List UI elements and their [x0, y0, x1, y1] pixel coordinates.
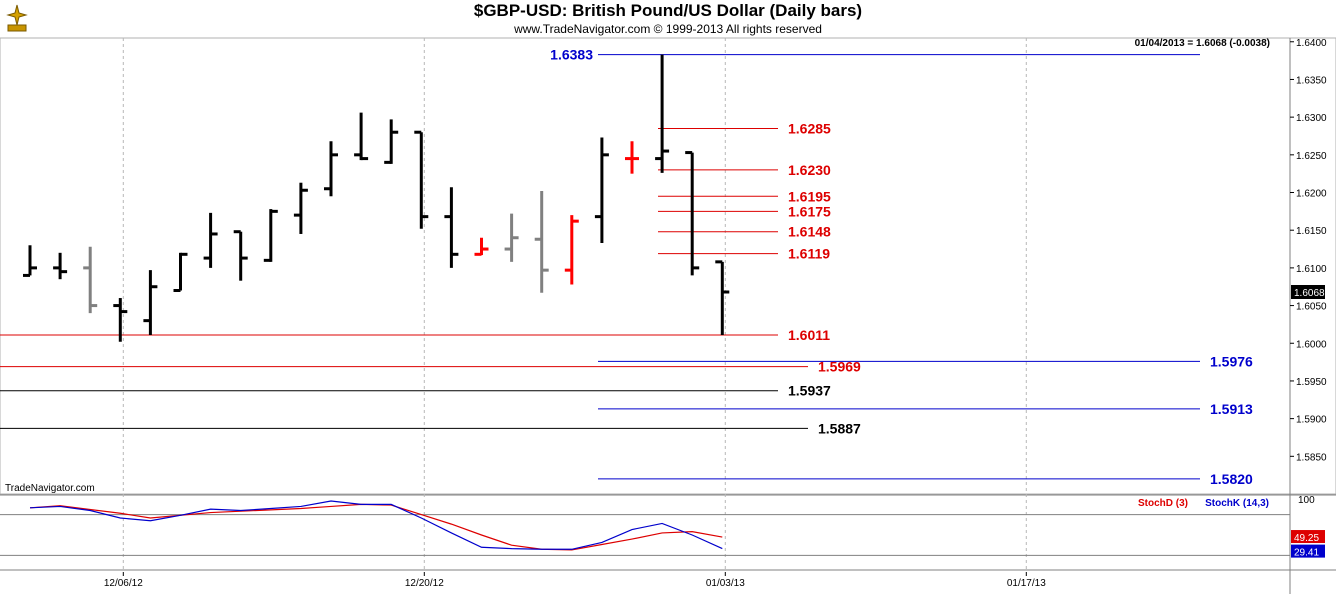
price-tick-label: 1.6050 — [1296, 302, 1327, 313]
stochd-line — [29, 503, 723, 551]
ohlc-bar — [384, 119, 399, 164]
ohlc-bar — [534, 191, 549, 293]
ohlc-bar — [203, 212, 218, 268]
ohlc-bar — [324, 141, 338, 197]
level-label: 1.5913 — [1210, 401, 1253, 417]
last-price-marker — [1291, 285, 1325, 300]
ohlc-bar — [233, 230, 248, 281]
ohlc-bar — [113, 298, 128, 342]
stochk-marker — [1291, 544, 1325, 558]
level-label: 1.6011 — [788, 327, 830, 343]
ohlc-bar — [625, 141, 639, 174]
stoch-top-label: 100 — [1298, 495, 1315, 506]
ohlc-bar — [564, 215, 579, 285]
ohlc-bar — [444, 187, 459, 268]
ohlc-bar — [655, 54, 670, 173]
price-tick-label: 1.6350 — [1296, 75, 1327, 86]
ohlc-bar — [293, 182, 308, 234]
ohlc-bar — [23, 245, 37, 277]
level-label: 1.6119 — [788, 246, 830, 262]
stochk-legend: StochK (14,3) — [1205, 498, 1269, 509]
date-tick-label: 12/20/12 — [405, 578, 444, 589]
ohlc-bar — [83, 246, 98, 314]
price-tick-label: 1.6100 — [1296, 264, 1327, 275]
ohlc-bar — [143, 270, 158, 335]
ohlc-bar — [173, 252, 188, 292]
price-tick-label: 1.6400 — [1296, 38, 1327, 49]
ohlc-bar — [354, 112, 369, 161]
level-label: 1.5820 — [1210, 471, 1253, 487]
level-label: 1.6148 — [788, 224, 831, 240]
chart-title: $GBP-USD: British Pound/US Dollar (Daily… — [473, 1, 863, 20]
stochd-legend: StochD (3) — [1138, 498, 1188, 509]
level-label: 1.6175 — [788, 203, 831, 219]
trade-navigator-logo-icon — [6, 4, 28, 32]
level-label: 1.5937 — [788, 383, 831, 399]
chart-subtitle: www.TradeNavigator.com © 1999-2013 All r… — [514, 22, 822, 36]
price-tick-label: 1.6250 — [1296, 151, 1327, 162]
price-tick-label: 1.6300 — [1296, 113, 1327, 124]
date-tick-label: 12/06/12 — [104, 578, 143, 589]
level-label: 1.6195 — [788, 188, 831, 204]
stochd-value-label: 49.25 — [1294, 533, 1319, 544]
last-price-label: 1.6068 — [1294, 288, 1325, 299]
stochk-value-label: 29.41 — [1294, 548, 1319, 559]
ohlc-bar — [594, 137, 609, 244]
level-label: 1.5976 — [1210, 353, 1253, 369]
watermark-label: TradeNavigator.com — [5, 483, 95, 494]
level-label: 1.6230 — [788, 162, 831, 178]
price-panel-frame — [0, 37, 1336, 495]
level-label: 1.5887 — [818, 420, 861, 436]
price-tick-label: 1.6200 — [1296, 189, 1327, 200]
quote-readout: 01/04/2013 = 1.6068 (-0.0038) — [1135, 38, 1270, 49]
ohlc-bar — [414, 130, 429, 229]
ohlc-bar — [263, 209, 278, 262]
price-tick-label: 1.6150 — [1296, 226, 1327, 237]
stochd-marker — [1291, 530, 1325, 544]
ohlc-bar — [504, 213, 519, 262]
ohlc-bar — [685, 151, 700, 276]
ohlc-bar — [715, 260, 730, 335]
price-tick-label: 1.5900 — [1296, 415, 1327, 426]
date-tick-label: 01/17/13 — [1007, 578, 1046, 589]
price-tick-label: 1.5950 — [1296, 377, 1327, 388]
stochk-line — [29, 500, 723, 550]
ohlc-bar — [474, 237, 489, 256]
level-label: 1.6383 — [550, 47, 593, 63]
price-tick-label: 1.5850 — [1296, 452, 1327, 463]
level-label: 1.5969 — [818, 359, 861, 375]
ohlc-bar — [53, 252, 68, 280]
price-tick-label: 1.6000 — [1296, 339, 1327, 350]
level-label: 1.6285 — [788, 120, 831, 136]
date-tick-label: 01/03/13 — [706, 578, 745, 589]
